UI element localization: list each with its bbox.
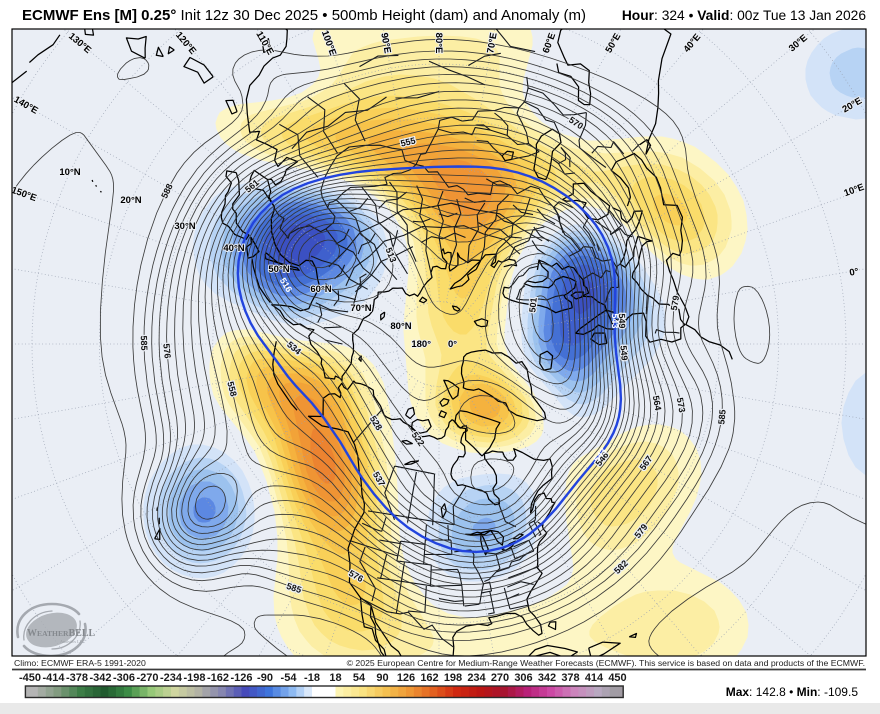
svg-text:18: 18 bbox=[329, 672, 341, 684]
svg-text:234: 234 bbox=[467, 672, 486, 684]
svg-text:70°N: 70°N bbox=[350, 303, 371, 314]
svg-text:-450: -450 bbox=[19, 672, 41, 684]
svg-text:10°N: 10°N bbox=[59, 167, 80, 178]
svg-text:70°E: 70°E bbox=[485, 32, 499, 54]
svg-text:543: 543 bbox=[610, 313, 620, 328]
svg-text:573: 573 bbox=[675, 397, 687, 414]
svg-text:WEATHERBELL: WEATHERBELL bbox=[27, 628, 96, 639]
svg-text:54: 54 bbox=[353, 672, 366, 684]
svg-text:80°N: 80°N bbox=[390, 321, 411, 332]
svg-text:555: 555 bbox=[400, 135, 417, 148]
svg-text:-378: -378 bbox=[66, 672, 88, 684]
svg-text:126: 126 bbox=[397, 672, 415, 684]
svg-text:180°: 180° bbox=[411, 339, 431, 350]
svg-text:-198: -198 bbox=[183, 672, 205, 684]
svg-text:80°E: 80°E bbox=[433, 33, 444, 54]
svg-text:450: 450 bbox=[608, 672, 626, 684]
svg-text:342: 342 bbox=[538, 672, 556, 684]
svg-text:-414: -414 bbox=[42, 672, 65, 684]
svg-text:564: 564 bbox=[651, 395, 663, 412]
svg-text:549: 549 bbox=[617, 313, 627, 328]
svg-text:40°N: 40°N bbox=[223, 243, 244, 254]
svg-text:90: 90 bbox=[376, 672, 388, 684]
svg-text:378: 378 bbox=[561, 672, 579, 684]
svg-text:198: 198 bbox=[444, 672, 462, 684]
svg-text:-306: -306 bbox=[113, 672, 135, 684]
svg-text:576: 576 bbox=[161, 343, 173, 359]
svg-text:162: 162 bbox=[420, 672, 438, 684]
svg-text:-54: -54 bbox=[281, 672, 298, 684]
svg-text:90°E: 90°E bbox=[378, 32, 392, 54]
svg-text:20°N: 20°N bbox=[120, 195, 141, 206]
svg-text:30°N: 30°N bbox=[174, 221, 195, 232]
svg-text:-162: -162 bbox=[207, 672, 229, 684]
svg-text:-18: -18 bbox=[304, 672, 320, 684]
svg-text:306: 306 bbox=[514, 672, 532, 684]
svg-text:414: 414 bbox=[585, 672, 604, 684]
svg-text:585: 585 bbox=[139, 335, 150, 350]
svg-text:0°: 0° bbox=[849, 266, 860, 278]
svg-text:Analytics LLC: Analytics LLC bbox=[60, 639, 85, 644]
svg-text:579: 579 bbox=[669, 295, 681, 311]
svg-text:501: 501 bbox=[527, 297, 539, 313]
svg-text:270: 270 bbox=[491, 672, 509, 684]
svg-text:558: 558 bbox=[225, 380, 238, 397]
svg-text:-90: -90 bbox=[257, 672, 273, 684]
svg-text:-342: -342 bbox=[89, 672, 111, 684]
svg-text:-270: -270 bbox=[136, 672, 158, 684]
svg-text:585: 585 bbox=[716, 409, 728, 425]
svg-text:50°N: 50°N bbox=[268, 264, 289, 275]
svg-text:549: 549 bbox=[618, 345, 629, 361]
svg-text:60°N: 60°N bbox=[310, 284, 331, 295]
svg-text:Max: 142.8 • Min: -109.5: Max: 142.8 • Min: -109.5 bbox=[726, 685, 859, 699]
svg-text:-126: -126 bbox=[230, 672, 252, 684]
svg-text:-234: -234 bbox=[160, 672, 183, 684]
svg-text:0°: 0° bbox=[448, 339, 457, 350]
